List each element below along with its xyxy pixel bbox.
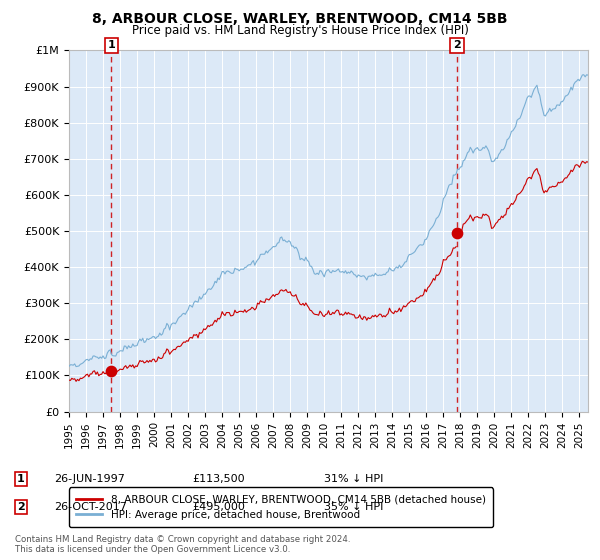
Text: 35% ↓ HPI: 35% ↓ HPI [324, 502, 383, 512]
Text: £113,500: £113,500 [192, 474, 245, 484]
Text: Contains HM Land Registry data © Crown copyright and database right 2024.
This d: Contains HM Land Registry data © Crown c… [15, 535, 350, 554]
Legend: 8, ARBOUR CLOSE, WARLEY, BRENTWOOD, CM14 5BB (detached house), HPI: Average pric: 8, ARBOUR CLOSE, WARLEY, BRENTWOOD, CM14… [69, 487, 493, 528]
Point [452, 228, 462, 237]
Text: 26-JUN-1997: 26-JUN-1997 [54, 474, 125, 484]
Text: 26-OCT-2017: 26-OCT-2017 [54, 502, 127, 512]
Text: 1: 1 [17, 474, 25, 484]
Text: 8, ARBOUR CLOSE, WARLEY, BRENTWOOD, CM14 5BB: 8, ARBOUR CLOSE, WARLEY, BRENTWOOD, CM14… [92, 12, 508, 26]
Text: 31% ↓ HPI: 31% ↓ HPI [324, 474, 383, 484]
Text: 2: 2 [453, 40, 461, 50]
Text: Price paid vs. HM Land Registry's House Price Index (HPI): Price paid vs. HM Land Registry's House … [131, 24, 469, 36]
Text: 1: 1 [107, 40, 115, 50]
Point [106, 366, 116, 375]
Text: 2: 2 [17, 502, 25, 512]
Text: £495,000: £495,000 [192, 502, 245, 512]
